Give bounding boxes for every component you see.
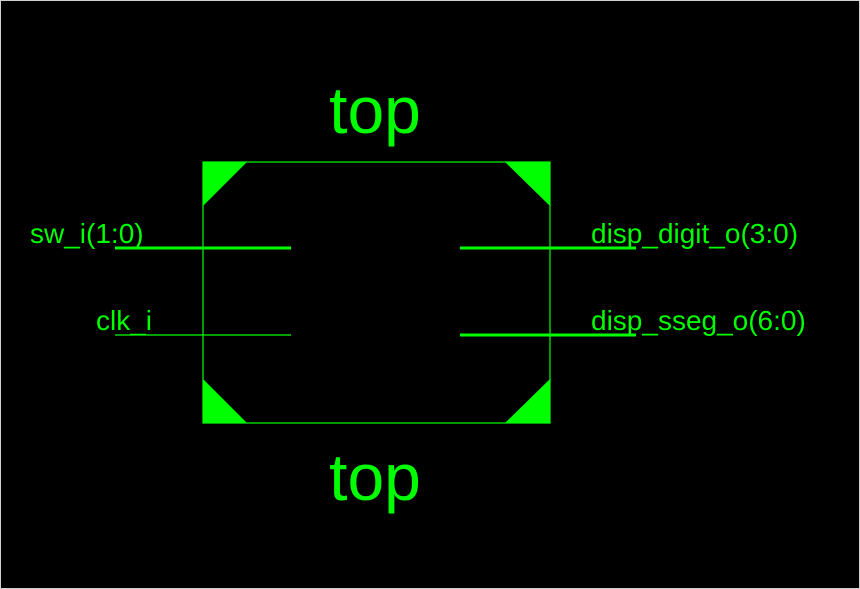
- port-clk-i[interactable]: clk_i: [96, 305, 291, 336]
- port-label-clk-i: clk_i: [96, 305, 152, 336]
- block-symbol[interactable]: [202, 161, 551, 424]
- port-label-sw-i: sw_i(1:0): [30, 218, 144, 249]
- block-name-bottom: top: [329, 440, 421, 514]
- port-sw-i[interactable]: sw_i(1:0): [30, 218, 291, 250]
- port-disp-digit-o[interactable]: disp_digit_o(3:0): [460, 218, 798, 250]
- corner-marker-top-left: [203, 162, 247, 206]
- block-name-top: top: [329, 73, 421, 147]
- block-outline[interactable]: [202, 161, 551, 424]
- corner-marker-bottom-left: [203, 379, 247, 423]
- port-disp-sseg-o[interactable]: disp_sseg_o(6:0): [460, 305, 806, 337]
- corner-marker-top-right: [505, 162, 550, 206]
- port-label-disp-digit-o: disp_digit_o(3:0): [591, 218, 798, 249]
- corner-marker-bottom-right: [505, 379, 550, 423]
- port-label-disp-sseg-o: disp_sseg_o(6:0): [591, 305, 806, 336]
